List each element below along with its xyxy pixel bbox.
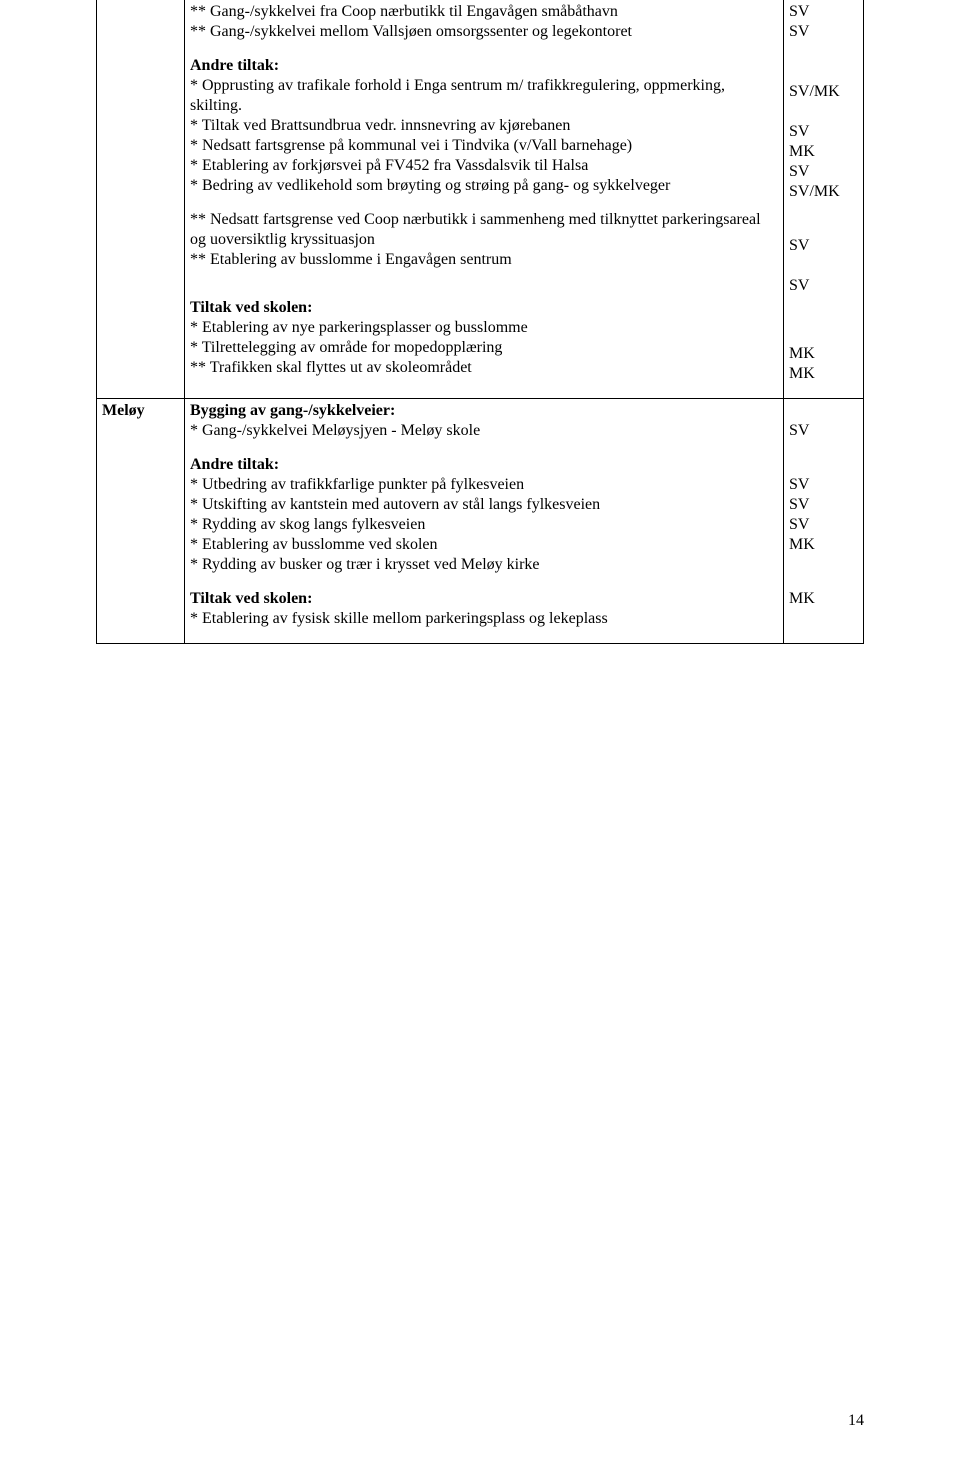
body-text: * Tilrettelegging av område for mopedopp…	[190, 338, 778, 358]
body-text: ** Nedsatt fartsgrense ved Coop nærbutik…	[190, 210, 778, 250]
left-label-cell: Meløy	[97, 399, 185, 644]
text-block: * Utbedring av trafikkfarlige punkter på…	[190, 475, 778, 575]
left-label-cell	[97, 0, 185, 399]
code-text: SV	[789, 495, 858, 515]
code-text: SV	[789, 515, 858, 535]
text-block: ** Nedsatt fartsgrense ved Coop nærbutik…	[190, 210, 778, 270]
code-text: MK	[789, 364, 858, 384]
text-block: * Opprusting av trafikale forhold i Enga…	[190, 76, 778, 196]
code-text: SV	[789, 162, 858, 182]
section-title: Andre tiltak:	[190, 455, 778, 475]
code-text: SV	[789, 236, 858, 256]
text-block: * Etablering av fysisk skille mellom par…	[190, 609, 778, 629]
body-text: * Etablering av forkjørsvei på FV452 fra…	[190, 156, 778, 176]
code-text: MK	[789, 535, 858, 555]
body-text: ** Etablering av busslomme i Engavågen s…	[190, 250, 778, 270]
code-text	[789, 324, 858, 344]
body-text: ** Gang-/sykkelvei fra Coop nærbutikk ti…	[190, 2, 778, 22]
code-text: SV/MK	[789, 182, 858, 202]
page: ** Gang-/sykkelvei fra Coop nærbutikk ti…	[0, 0, 960, 1461]
code-text	[789, 62, 858, 82]
code-text	[789, 42, 858, 62]
body-text: * Nedsatt fartsgrense på kommunal vei i …	[190, 136, 778, 156]
code-cell: SV SV SV SV MK MK	[784, 399, 864, 644]
page-number: 14	[848, 1411, 864, 1431]
body-text: * Opprusting av trafikale forhold i Enga…	[190, 76, 778, 116]
body-text: * Bedring av vedlikehold som brøyting og…	[190, 176, 778, 196]
code-text: SV	[789, 276, 858, 296]
body-text: * Utbedring av trafikkfarlige punkter på…	[190, 475, 778, 495]
code-text	[789, 202, 858, 222]
text-block: * Etablering av nye parkeringsplasser og…	[190, 318, 778, 378]
document-table: ** Gang-/sykkelvei fra Coop nærbutikk ti…	[96, 0, 864, 644]
code-text	[789, 569, 858, 589]
text-block: * Gang-/sykkelvei Meløysjyen - Meløy sko…	[190, 421, 778, 441]
body-text: * Tiltak ved Brattsundbrua vedr. innsnev…	[190, 116, 778, 136]
table-row: Meløy Bygging av gang-/sykkelveier: * Ga…	[97, 399, 864, 644]
code-text: MK	[789, 344, 858, 364]
section-title: Tiltak ved skolen:	[190, 589, 778, 609]
body-text: * Utskifting av kantstein med autovern a…	[190, 495, 778, 515]
main-cell: ** Gang-/sykkelvei fra Coop nærbutikk ti…	[185, 0, 784, 399]
table-row: ** Gang-/sykkelvei fra Coop nærbutikk ti…	[97, 0, 864, 399]
body-text: * Gang-/sykkelvei Meløysjyen - Meløy sko…	[190, 421, 778, 441]
code-text: SV	[789, 475, 858, 495]
code-text: SV	[789, 2, 858, 22]
main-cell: Bygging av gang-/sykkelveier: * Gang-/sy…	[185, 399, 784, 644]
section-title: Bygging av gang-/sykkelveier:	[190, 401, 778, 421]
body-text: ** Trafikken skal flyttes ut av skoleomr…	[190, 358, 778, 378]
code-text: MK	[789, 142, 858, 162]
body-text: * Rydding av busker og trær i krysset ve…	[190, 555, 778, 575]
code-cell: SV SV SV/MK SV MK SV SV/MK SV SV MK	[784, 0, 864, 399]
code-text	[789, 455, 858, 475]
code-text: SV	[789, 122, 858, 142]
body-text: * Etablering av busslomme ved skolen	[190, 535, 778, 555]
code-text	[789, 256, 858, 276]
code-text: SV/MK	[789, 82, 858, 102]
body-text: ** Gang-/sykkelvei mellom Vallsjøen omso…	[190, 22, 778, 42]
code-text: SV	[789, 421, 858, 441]
code-text: MK	[789, 589, 858, 609]
code-text: SV	[789, 22, 858, 42]
code-text	[789, 102, 858, 122]
left-label: Meløy	[102, 402, 145, 419]
section-title: Andre tiltak:	[190, 56, 778, 76]
body-text: * Rydding av skog langs fylkesveien	[190, 515, 778, 535]
code-text	[789, 401, 858, 421]
body-text: * Etablering av nye parkeringsplasser og…	[190, 318, 778, 338]
text-block: ** Gang-/sykkelvei fra Coop nærbutikk ti…	[190, 2, 778, 42]
body-text: * Etablering av fysisk skille mellom par…	[190, 609, 778, 629]
section-title: Tiltak ved skolen:	[190, 298, 778, 318]
